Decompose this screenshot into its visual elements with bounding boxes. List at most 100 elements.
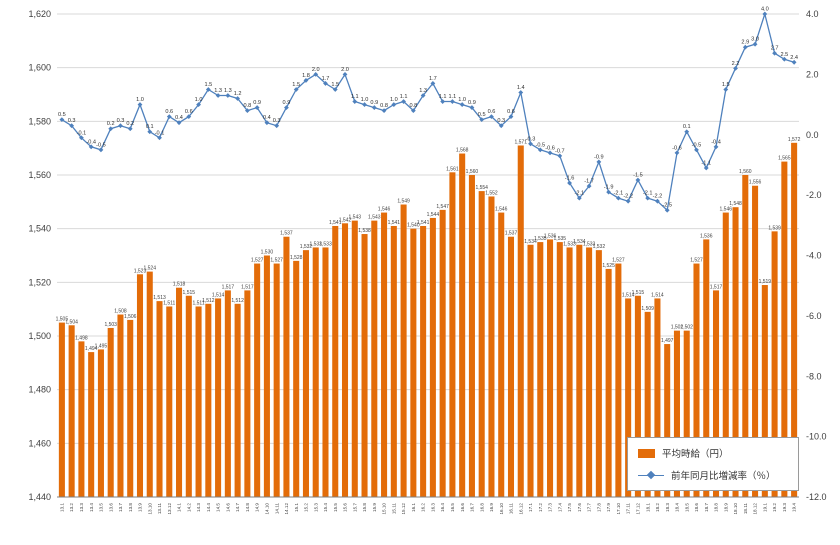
bar xyxy=(283,236,290,497)
svg-text:17.2: 17.2 xyxy=(538,503,543,512)
svg-text:1,560: 1,560 xyxy=(466,169,479,175)
svg-text:1,533: 1,533 xyxy=(319,241,332,247)
svg-text:0.5: 0.5 xyxy=(478,112,486,118)
svg-text:-2.1: -2.1 xyxy=(643,191,653,197)
bar xyxy=(488,196,495,497)
svg-text:13.9: 13.9 xyxy=(138,503,143,512)
svg-text:1,497: 1,497 xyxy=(661,338,674,344)
left-axis-labels: 1,620 1,600 1,580 1,560 1,540 1,520 1,500 1,480… xyxy=(28,9,51,502)
diamond-marker-icon xyxy=(205,87,211,92)
svg-text:2.2: 2.2 xyxy=(732,61,740,67)
svg-text:0.9: 0.9 xyxy=(283,100,291,106)
svg-text:1,552: 1,552 xyxy=(485,190,498,196)
svg-text:13.4: 13.4 xyxy=(89,503,94,512)
svg-text:16.4: 16.4 xyxy=(440,503,445,512)
svg-text:-0.3: -0.3 xyxy=(526,136,536,142)
line-value-labels: 0.50.3-0.1-0.4-0.50.20.30.21.00.1-0.10.6… xyxy=(58,7,798,209)
bar xyxy=(703,239,710,497)
svg-text:0.2: 0.2 xyxy=(126,121,134,127)
diamond-marker-icon xyxy=(684,129,690,135)
diamond-marker-icon xyxy=(674,150,680,156)
bar xyxy=(293,260,300,497)
bar xyxy=(146,271,153,497)
svg-text:1,542: 1,542 xyxy=(339,217,352,223)
bar xyxy=(107,327,114,497)
svg-text:2.0: 2.0 xyxy=(341,67,349,73)
bar xyxy=(400,204,407,497)
diamond-marker-icon xyxy=(772,50,777,56)
bar xyxy=(683,330,690,497)
bar xyxy=(625,298,632,497)
svg-text:14.5: 14.5 xyxy=(216,503,221,512)
bar xyxy=(195,306,202,497)
svg-text:-1.5: -1.5 xyxy=(633,173,643,179)
svg-text:1.0: 1.0 xyxy=(390,97,398,103)
diamond-marker-icon xyxy=(362,102,367,107)
svg-text:1.5: 1.5 xyxy=(722,82,730,88)
svg-text:15.7: 15.7 xyxy=(352,503,357,512)
svg-text:3.0: 3.0 xyxy=(751,37,759,43)
svg-text:4.0: 4.0 xyxy=(806,9,819,19)
svg-text:15.4: 15.4 xyxy=(323,503,328,512)
svg-text:-1.1: -1.1 xyxy=(701,160,711,166)
bar xyxy=(615,263,622,497)
svg-text:1,511: 1,511 xyxy=(163,300,175,306)
svg-text:1.7: 1.7 xyxy=(322,76,330,82)
bar xyxy=(761,285,768,497)
bar xyxy=(58,322,65,497)
svg-text:17.1: 17.1 xyxy=(528,503,533,512)
svg-text:1.0: 1.0 xyxy=(136,97,144,103)
svg-text:0.6: 0.6 xyxy=(507,109,515,115)
svg-text:1,547: 1,547 xyxy=(436,204,449,210)
svg-text:13.1: 13.1 xyxy=(59,503,64,512)
svg-text:1,505: 1,505 xyxy=(56,317,69,323)
bar xyxy=(185,295,192,497)
svg-text:17.7: 17.7 xyxy=(587,503,592,512)
bar xyxy=(312,247,319,497)
diamond-marker-icon xyxy=(420,93,426,98)
svg-text:1,560: 1,560 xyxy=(739,169,752,175)
bar xyxy=(322,247,329,497)
svg-text:1.3: 1.3 xyxy=(419,88,427,94)
svg-text:-0.6: -0.6 xyxy=(545,145,555,151)
diamond-marker-icon xyxy=(557,153,563,159)
svg-text:17.4: 17.4 xyxy=(557,503,562,512)
diamond-marker-icon xyxy=(664,207,670,213)
svg-text:1.8: 1.8 xyxy=(302,73,310,79)
svg-text:1,571: 1,571 xyxy=(514,139,527,145)
svg-text:1.3: 1.3 xyxy=(214,88,222,94)
bar xyxy=(390,225,397,497)
svg-text:15.3: 15.3 xyxy=(313,503,318,512)
bar xyxy=(78,341,85,497)
bar xyxy=(234,303,241,497)
svg-text:0.4: 0.4 xyxy=(175,115,183,121)
svg-text:13.7: 13.7 xyxy=(118,503,123,512)
svg-text:4.0: 4.0 xyxy=(761,7,769,13)
svg-text:14.2: 14.2 xyxy=(186,503,191,512)
diamond-marker-icon xyxy=(479,117,485,123)
svg-text:0.1: 0.1 xyxy=(146,124,154,130)
svg-text:1,533: 1,533 xyxy=(583,241,596,247)
bar xyxy=(166,306,173,497)
svg-text:15.5: 15.5 xyxy=(333,503,338,512)
svg-text:-2.2: -2.2 xyxy=(623,194,633,200)
svg-text:19.1: 19.1 xyxy=(762,503,767,512)
svg-text:1,517: 1,517 xyxy=(710,284,723,290)
svg-text:1,560: 1,560 xyxy=(28,170,51,180)
bar xyxy=(673,330,680,497)
svg-text:15.9: 15.9 xyxy=(372,503,377,512)
svg-text:1,530: 1,530 xyxy=(261,250,274,256)
svg-text:16.5: 16.5 xyxy=(450,503,455,512)
diamond-marker-icon xyxy=(655,198,660,204)
svg-text:15.6: 15.6 xyxy=(343,503,348,512)
svg-text:14.7: 14.7 xyxy=(235,503,240,512)
svg-text:13.6: 13.6 xyxy=(108,503,113,512)
diamond-marker-icon xyxy=(791,59,797,65)
svg-text:0.3: 0.3 xyxy=(117,118,125,124)
svg-text:1.0: 1.0 xyxy=(361,97,369,103)
svg-text:0.3: 0.3 xyxy=(273,118,281,124)
svg-text:0.4: 0.4 xyxy=(263,115,271,121)
svg-text:1,527: 1,527 xyxy=(270,258,283,264)
